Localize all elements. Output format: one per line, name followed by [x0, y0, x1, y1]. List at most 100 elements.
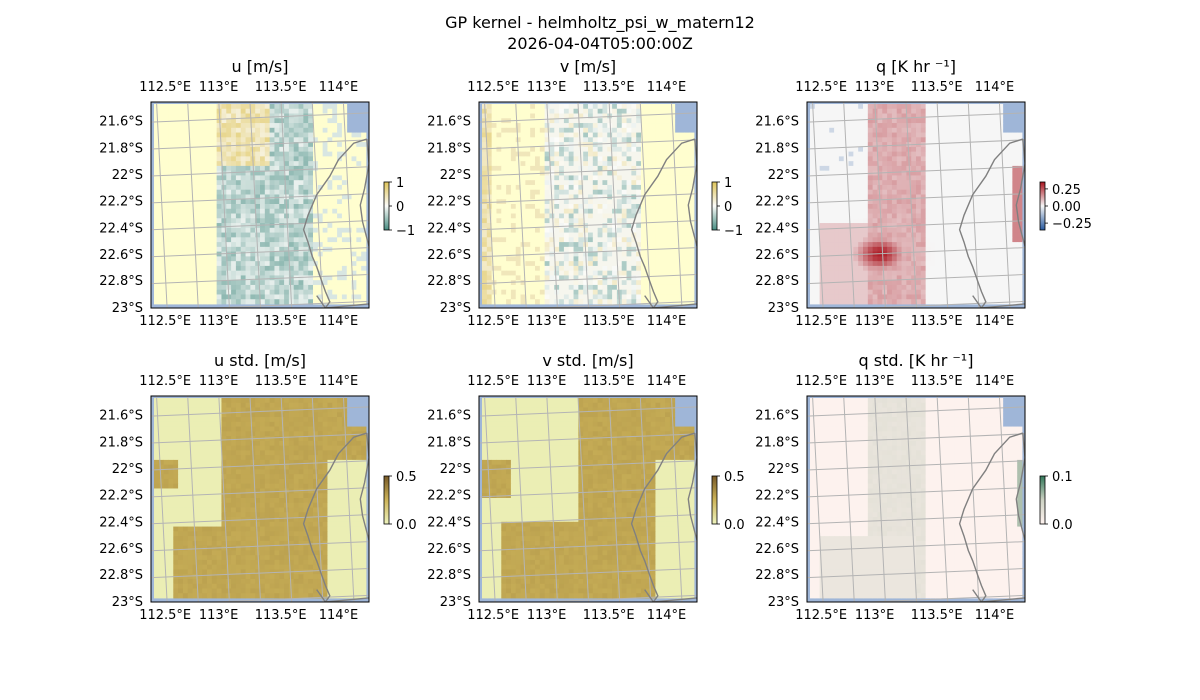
field-cell [554, 208, 560, 214]
field-cell [563, 170, 570, 176]
field-cell [274, 289, 280, 295]
field-cell [858, 165, 864, 172]
field-cell [689, 180, 695, 186]
field-cell [274, 213, 280, 219]
field-cell [549, 123, 555, 129]
field-cell [578, 208, 584, 214]
field-cell [207, 204, 213, 210]
field-cell [612, 237, 618, 243]
field-cell [1012, 175, 1018, 181]
field-cell [264, 256, 271, 262]
field-cell [482, 189, 488, 195]
field-cell [226, 275, 232, 281]
field-cell [1007, 232, 1013, 238]
field-cell [612, 104, 618, 110]
field-cell [665, 127, 671, 133]
field-cell [669, 299, 676, 305]
field-cell [501, 270, 507, 276]
field-cell [887, 108, 893, 114]
field-cell [245, 251, 251, 257]
field-cell [645, 218, 652, 224]
field-cell [684, 204, 690, 210]
field-cell [679, 289, 685, 295]
field-cell [665, 146, 671, 153]
field-cell [303, 170, 309, 176]
field-cell [221, 275, 227, 281]
field-cell [636, 261, 642, 267]
field-cell [563, 275, 570, 281]
field-cell [154, 146, 160, 153]
field-cell [173, 227, 179, 233]
field-cell [863, 232, 869, 238]
field-cell [848, 161, 854, 167]
field-cell [525, 246, 531, 253]
field-cell [935, 180, 941, 186]
field-cell [645, 146, 652, 153]
field-cell [814, 213, 821, 219]
field-cell [245, 218, 251, 224]
field-cell [308, 151, 314, 157]
field-cell [665, 251, 671, 257]
field-cell [578, 218, 584, 224]
field-cell [665, 137, 671, 143]
field-cell [506, 123, 512, 129]
field-cell [819, 127, 825, 133]
field-cell [588, 227, 594, 233]
field-cell [515, 299, 521, 305]
field-cell [867, 175, 874, 181]
field-cell [1007, 132, 1013, 138]
field-cell [588, 199, 594, 205]
field-cell [573, 208, 579, 214]
field-cell [573, 132, 579, 138]
field-cell [322, 232, 328, 238]
field-cell [163, 237, 169, 243]
field-cell [178, 261, 184, 267]
field-cell [341, 289, 348, 295]
field-cell [173, 108, 179, 114]
field-cell [510, 142, 517, 148]
field-cell [863, 161, 869, 167]
field-cell [182, 289, 189, 295]
field-cell [178, 251, 184, 257]
field-cell [515, 170, 521, 176]
field-cell [810, 223, 816, 229]
field-cell [650, 127, 656, 133]
colorbar: 10−1 [711, 176, 743, 239]
field-cell [916, 175, 922, 181]
field-cell [944, 151, 951, 157]
field-cell [341, 218, 348, 224]
field-cell [202, 299, 208, 305]
field-cell [954, 204, 960, 210]
field-cell [351, 208, 357, 214]
field-cell [877, 127, 883, 133]
field-cell [660, 161, 666, 167]
field-cell [669, 208, 676, 214]
field-cell [964, 156, 970, 162]
field-cell [192, 137, 198, 143]
field-cell [645, 189, 652, 195]
field-cell [621, 237, 627, 243]
field-cell [515, 175, 521, 181]
field-cell [882, 194, 888, 200]
field-cell [559, 256, 565, 262]
field-cell [332, 127, 338, 133]
field-cell [964, 113, 970, 119]
field-cell [284, 146, 290, 153]
field-cell [337, 189, 343, 195]
field-cell [1012, 204, 1018, 210]
field-cell [578, 132, 584, 138]
field-cell [279, 227, 285, 233]
field-cell [298, 118, 304, 124]
field-cell [337, 289, 343, 295]
field-cell [255, 184, 261, 191]
field-cell [226, 223, 232, 229]
field-cell [626, 280, 632, 286]
field-cell [636, 265, 642, 272]
field-cell [288, 232, 295, 238]
field-cell [906, 104, 912, 110]
field-cell [887, 189, 893, 195]
field-cell [925, 142, 931, 148]
field-cell [650, 151, 656, 157]
field-cell [158, 118, 165, 124]
field-cell [689, 204, 695, 210]
